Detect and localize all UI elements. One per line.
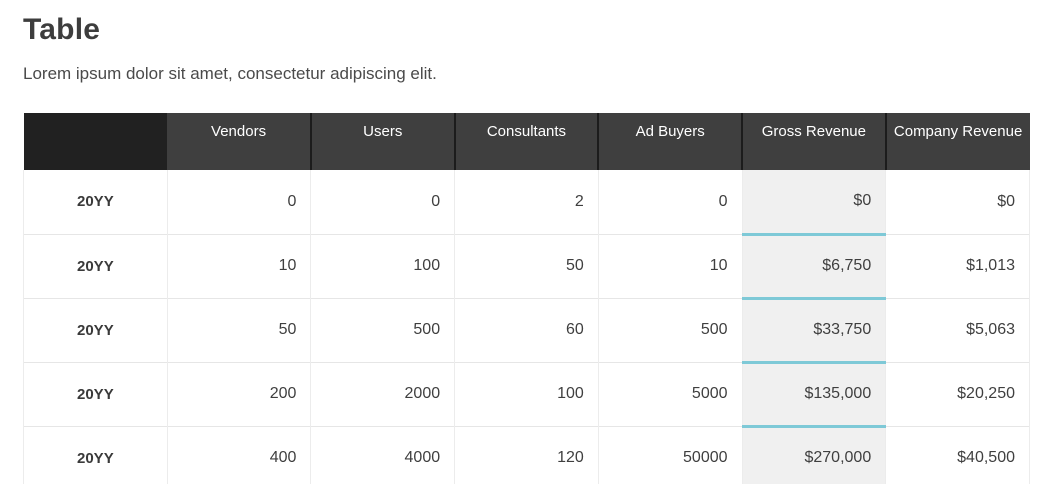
page-title: Table xyxy=(23,13,101,46)
cell-gross-revenue: $6,750 xyxy=(741,233,886,300)
table-row: 20YY 50 500 60 500 $33,750 $5,063 xyxy=(23,297,1030,364)
cell-gross-revenue: $270,000 xyxy=(741,425,886,484)
row-label: 20YY xyxy=(23,170,168,234)
row-label: 20YY xyxy=(23,361,168,426)
column-header-gross-revenue: Gross Revenue xyxy=(741,113,886,170)
cell-vendors: 200 xyxy=(166,361,311,426)
cell-vendors: 50 xyxy=(166,297,311,362)
cell-consultants: 120 xyxy=(454,425,599,484)
page-subtitle: Lorem ipsum dolor sit amet, consectetur … xyxy=(23,64,437,83)
cell-consultants: 60 xyxy=(454,297,599,362)
cell-ad-buyers: 50000 xyxy=(597,425,743,484)
cell-company-revenue: $1,013 xyxy=(885,233,1030,298)
row-label: 20YY xyxy=(23,297,168,362)
cell-gross-revenue: $33,750 xyxy=(741,297,886,364)
column-header-ad-buyers: Ad Buyers xyxy=(597,113,743,170)
cell-consultants: 2 xyxy=(454,170,599,234)
column-header-consultants: Consultants xyxy=(453,113,599,170)
cell-vendors: 0 xyxy=(166,170,311,234)
cell-gross-revenue: $0 xyxy=(741,170,886,236)
cell-consultants: 100 xyxy=(454,361,599,426)
cell-consultants: 50 xyxy=(454,233,599,298)
header-row: Vendors Users Consultants Ad Buyers Gros… xyxy=(23,113,1030,170)
column-header-vendors: Vendors xyxy=(167,113,311,170)
cell-users: 2000 xyxy=(310,361,455,426)
data-table: Vendors Users Consultants Ad Buyers Gros… xyxy=(23,113,1030,484)
cell-users: 100 xyxy=(310,233,455,298)
cell-ad-buyers: 500 xyxy=(597,297,743,362)
table-row: 20YY 0 0 2 0 $0 $0 xyxy=(23,170,1030,236)
cell-ad-buyers: 10 xyxy=(597,233,743,298)
cell-vendors: 400 xyxy=(166,425,311,484)
cell-users: 4000 xyxy=(310,425,455,484)
cell-company-revenue: $20,250 xyxy=(885,361,1030,426)
row-label: 20YY xyxy=(23,425,168,484)
cell-ad-buyers: 5000 xyxy=(597,361,743,426)
row-label: 20YY xyxy=(23,233,168,298)
cell-gross-revenue: $135,000 xyxy=(741,361,886,428)
cell-users: 500 xyxy=(310,297,455,362)
cell-company-revenue: $40,500 xyxy=(885,425,1030,484)
corner-header-cell xyxy=(23,113,168,170)
table-row: 20YY 10 100 50 10 $6,750 $1,013 xyxy=(23,233,1030,300)
cell-ad-buyers: 0 xyxy=(597,170,743,234)
cell-company-revenue: $5,063 xyxy=(885,297,1030,362)
table-row: 20YY 200 2000 100 5000 $135,000 $20,250 xyxy=(23,361,1030,428)
column-header-company-revenue: Company Revenue xyxy=(884,113,1030,170)
table-row: 20YY 400 4000 120 50000 $270,000 $40,500 xyxy=(23,425,1030,484)
cell-users: 0 xyxy=(310,170,455,234)
cell-vendors: 10 xyxy=(166,233,311,298)
column-header-users: Users xyxy=(309,113,455,170)
cell-company-revenue: $0 xyxy=(885,170,1030,234)
